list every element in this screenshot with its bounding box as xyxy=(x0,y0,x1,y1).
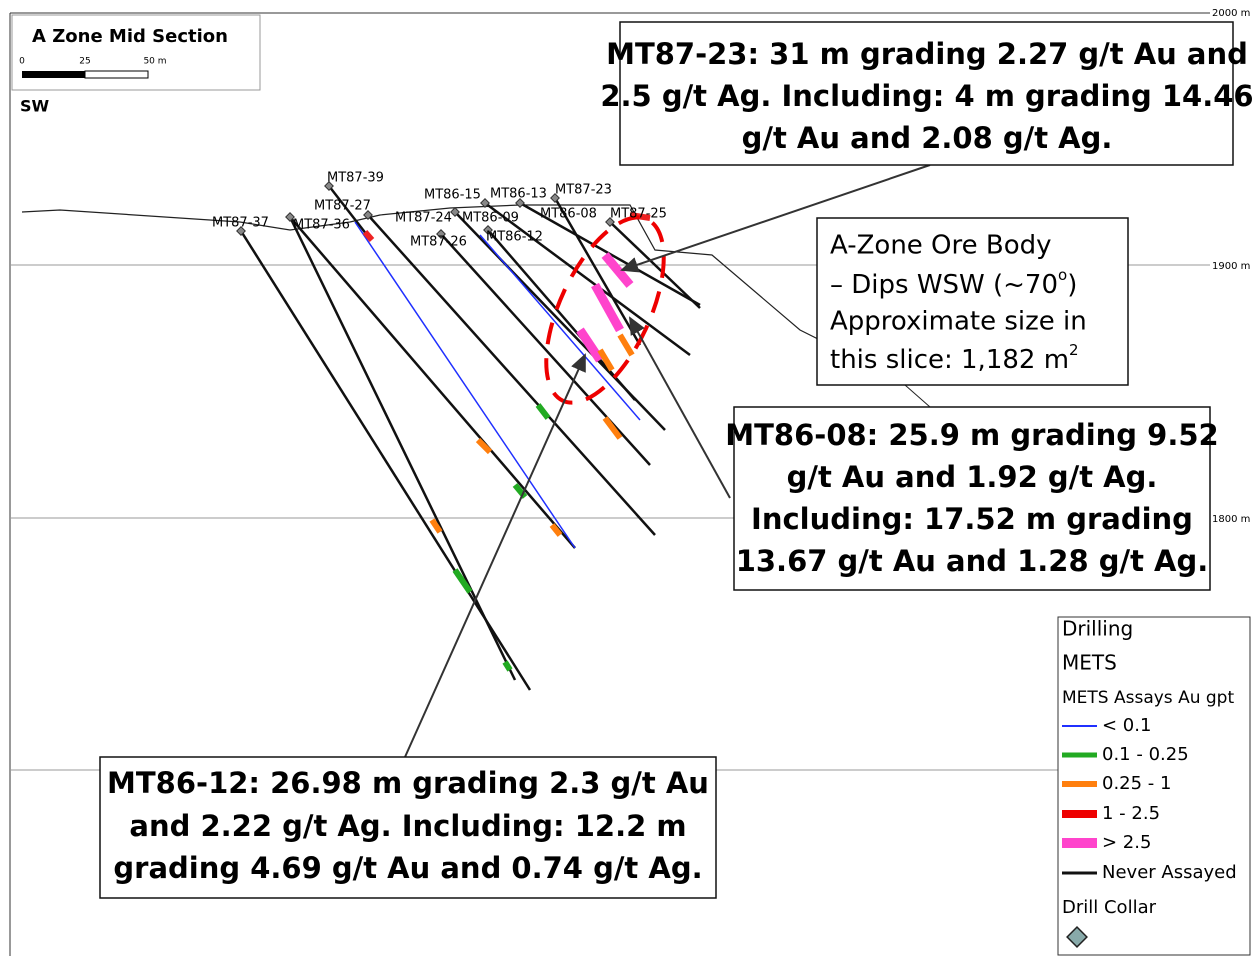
scale-label: 0 xyxy=(19,57,25,67)
text: this slice: 1,182 m xyxy=(830,345,1069,375)
hole-label: MT86-13 xyxy=(490,187,547,202)
scale-label: 50 m xyxy=(143,57,166,67)
ore-line: – Dips WSW (~70o) xyxy=(830,266,1077,300)
callout-box xyxy=(619,21,1234,166)
callout-line: g/t Au and 2.08 g/t Ag. xyxy=(742,121,1113,155)
text: ) xyxy=(1067,270,1077,300)
drill-holes xyxy=(239,185,701,691)
callout-line: MT86-08: 25.9 m grading 9.52 xyxy=(725,418,1218,452)
assays xyxy=(354,221,641,549)
text: – Dips WSW (~70 xyxy=(830,270,1058,300)
hole-label: MT86-08 xyxy=(540,207,597,222)
hole-label: MT87-23 xyxy=(555,183,612,198)
elevation: 1800 m xyxy=(1212,514,1250,525)
callout-line: MT86-12: 26.98 m grading 2.3 g/t Au xyxy=(107,766,709,800)
scale-bar xyxy=(84,70,149,79)
superscript: 2 xyxy=(1069,341,1079,359)
legend-label: Drill Collar xyxy=(1062,897,1157,918)
hole-label: MT87-39 xyxy=(327,171,384,186)
elevation: 1900 m xyxy=(1212,261,1250,272)
legend-label: < 0.1 xyxy=(1102,715,1151,736)
callout-box xyxy=(99,756,717,899)
legend-label: 1 - 2.5 xyxy=(1102,803,1160,824)
topography xyxy=(21,204,831,346)
callout-line: 2.5 g/t Ag. Including: 4 m grading 14.46 xyxy=(600,79,1252,113)
callout-box xyxy=(733,406,1211,591)
callout-line: MT87-23: 31 m grading 2.27 g/t Au and xyxy=(606,37,1248,71)
scale-bar xyxy=(22,71,85,78)
hole-label: MT87-37 xyxy=(212,216,269,231)
hole-label: MT86-12 xyxy=(486,230,543,245)
legend-label: 0.1 - 0.25 xyxy=(1102,744,1189,765)
scale-label: 25 xyxy=(79,57,90,67)
direction: SW xyxy=(20,97,50,116)
legend-label: > 2.5 xyxy=(1102,832,1151,853)
legend-title: METS Assays Au gpt xyxy=(1062,688,1234,708)
hole-labels: MT87-39 MT87-27 MT87-37 MT87-36 MT86-15 … xyxy=(212,171,667,250)
callout-line: and 2.22 g/t Ag. Including: 12.2 m xyxy=(129,809,686,843)
hole-label: MT87-26 xyxy=(410,235,467,250)
callout-line: grading 4.69 g/t Au and 0.74 g/t Ag. xyxy=(113,851,702,885)
ore-line: A-Zone Ore Body xyxy=(830,231,1052,261)
ore-line: this slice: 1,182 m2 xyxy=(830,341,1079,375)
hole-label: MT87-27 xyxy=(314,199,371,214)
hole-label: MT87-36 xyxy=(293,218,350,233)
collars xyxy=(236,181,615,239)
legend-heading: Drilling xyxy=(1062,617,1133,641)
ore-body-box xyxy=(816,217,1129,386)
topography xyxy=(904,384,931,408)
legend-label: 0.25 - 1 xyxy=(1102,773,1171,794)
callout-line: g/t Au and 1.92 g/t Ag. xyxy=(787,460,1158,494)
hole-label: MT86-09 xyxy=(462,211,519,226)
hole-label: MT86-15 xyxy=(424,188,481,203)
callout-line: 13.67 g/t Au and 1.28 g/t Ag. xyxy=(736,544,1209,578)
collar-swatch xyxy=(1066,926,1088,948)
elevation: 2000 m xyxy=(1212,8,1250,19)
legend-label: Never Assayed xyxy=(1102,862,1237,883)
callout-line: Including: 17.52 m grading xyxy=(751,502,1193,536)
leaders xyxy=(404,164,931,758)
assay-intervals xyxy=(362,212,651,672)
ore-outline xyxy=(544,215,666,405)
legend-group: METS xyxy=(1062,651,1117,675)
title: A Zone Mid Section xyxy=(32,26,228,47)
hole-label: MT87-24 xyxy=(395,211,452,226)
hole-label: MT87-25 xyxy=(610,207,667,222)
superscript: o xyxy=(1058,266,1067,284)
ore-line: Approximate size in xyxy=(830,307,1087,337)
